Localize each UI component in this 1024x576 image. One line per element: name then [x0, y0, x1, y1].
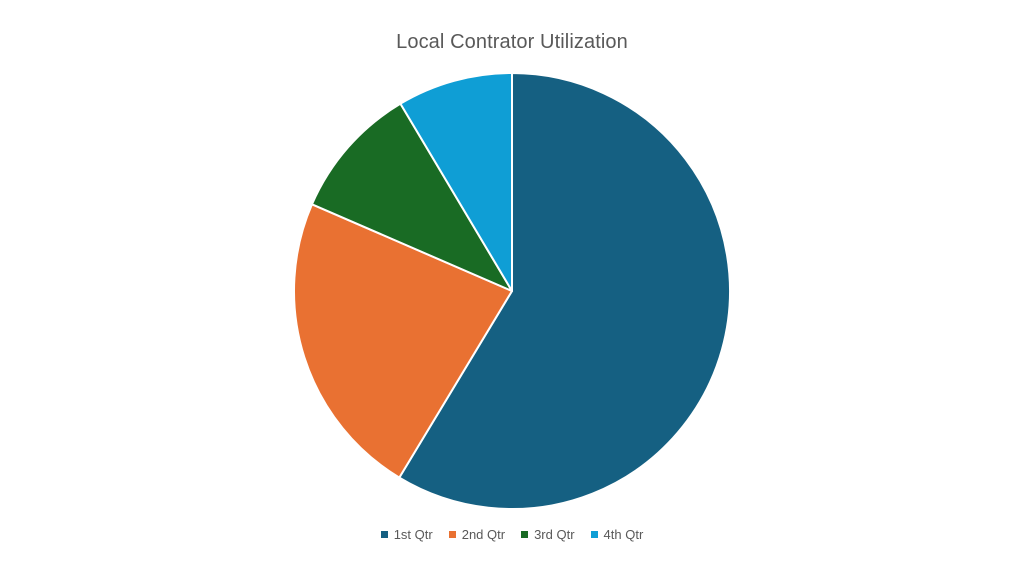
legend-item-1st-qtr: 1st Qtr: [380, 527, 433, 542]
legend-item-4th-qtr: 4th Qtr: [590, 527, 644, 542]
legend-swatch: [380, 531, 388, 538]
pie-slice-4th-qtr: [399, 72, 513, 292]
chart-title: Local Contrator Utilization: [396, 31, 628, 53]
legend-item-2nd-qtr: 2nd Qtr: [448, 527, 506, 542]
legend-swatch: [590, 531, 598, 538]
legend-swatch: [448, 531, 456, 538]
legend: 1st Qtr 2nd Qtr 3rd Qtr 4th Qtr: [0, 527, 1024, 542]
pie-slice-3rd-qtr: [310, 102, 513, 292]
legend-label: 1st Qtr: [393, 527, 433, 542]
legend-swatch: [521, 531, 529, 538]
pie-slice-1st-qtr: [398, 72, 731, 510]
pie-slice-2nd-qtr: [293, 203, 513, 479]
legend-label: 3rd Qtr: [534, 527, 575, 542]
legend-item-3rd-qtr: 3rd Qtr: [521, 527, 575, 542]
legend-label: 2nd Qtr: [461, 527, 506, 542]
legend-label: 4th Qtr: [603, 527, 644, 542]
